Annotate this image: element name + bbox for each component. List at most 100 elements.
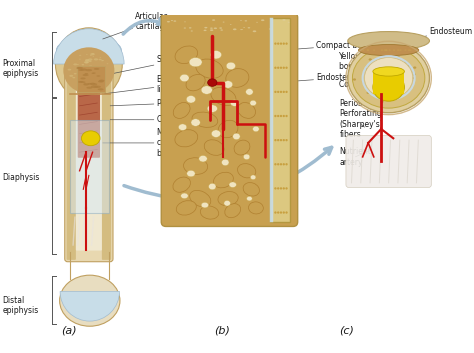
Ellipse shape — [385, 49, 388, 51]
Ellipse shape — [353, 48, 425, 108]
Ellipse shape — [283, 211, 285, 214]
Ellipse shape — [280, 163, 282, 166]
Ellipse shape — [277, 211, 279, 214]
Ellipse shape — [78, 81, 83, 83]
Ellipse shape — [243, 183, 259, 196]
Ellipse shape — [285, 91, 288, 93]
Text: Epiphyseal
line: Epiphyseal line — [105, 75, 198, 94]
Text: Spongy bone: Spongy bone — [114, 55, 207, 73]
Ellipse shape — [283, 163, 285, 166]
Ellipse shape — [383, 58, 386, 60]
Ellipse shape — [190, 190, 211, 207]
Ellipse shape — [201, 206, 219, 219]
Ellipse shape — [274, 91, 276, 93]
Ellipse shape — [394, 91, 398, 94]
Text: Periosteum: Periosteum — [339, 98, 383, 108]
Ellipse shape — [233, 133, 240, 140]
Ellipse shape — [86, 86, 92, 89]
Ellipse shape — [412, 73, 416, 76]
Ellipse shape — [280, 139, 282, 141]
Ellipse shape — [366, 49, 369, 51]
Ellipse shape — [399, 67, 402, 70]
Ellipse shape — [96, 83, 100, 84]
Ellipse shape — [173, 177, 191, 192]
Ellipse shape — [92, 53, 94, 54]
Ellipse shape — [69, 75, 73, 77]
Ellipse shape — [226, 68, 249, 87]
Ellipse shape — [366, 68, 369, 71]
Ellipse shape — [78, 71, 82, 72]
Ellipse shape — [397, 49, 400, 51]
Ellipse shape — [201, 86, 212, 94]
Ellipse shape — [94, 68, 100, 70]
Ellipse shape — [199, 155, 207, 162]
Ellipse shape — [207, 105, 218, 112]
Ellipse shape — [274, 67, 276, 69]
Ellipse shape — [274, 163, 276, 166]
Ellipse shape — [210, 50, 221, 59]
Ellipse shape — [191, 119, 200, 126]
Text: Compact bone: Compact bone — [339, 80, 395, 90]
Ellipse shape — [80, 66, 82, 68]
Ellipse shape — [233, 28, 237, 30]
Ellipse shape — [181, 193, 188, 199]
Ellipse shape — [218, 120, 238, 138]
Text: Endosteum: Endosteum — [400, 27, 473, 41]
Ellipse shape — [210, 28, 213, 29]
Ellipse shape — [171, 20, 173, 21]
Ellipse shape — [211, 88, 236, 106]
Ellipse shape — [86, 81, 89, 82]
Ellipse shape — [285, 163, 288, 166]
Ellipse shape — [85, 59, 90, 61]
Ellipse shape — [408, 49, 410, 51]
Ellipse shape — [393, 49, 395, 51]
Ellipse shape — [178, 124, 187, 130]
Ellipse shape — [96, 69, 99, 71]
Ellipse shape — [399, 89, 402, 91]
Ellipse shape — [220, 29, 223, 31]
Ellipse shape — [91, 73, 94, 74]
Ellipse shape — [86, 54, 88, 55]
Ellipse shape — [393, 95, 397, 97]
Ellipse shape — [365, 58, 413, 98]
Ellipse shape — [243, 27, 245, 28]
Ellipse shape — [76, 67, 83, 69]
Ellipse shape — [78, 70, 81, 71]
Ellipse shape — [283, 42, 285, 45]
Ellipse shape — [204, 140, 224, 155]
Ellipse shape — [261, 19, 264, 21]
Ellipse shape — [389, 96, 392, 98]
Ellipse shape — [189, 58, 202, 67]
Ellipse shape — [358, 44, 419, 56]
Ellipse shape — [399, 49, 401, 51]
Ellipse shape — [224, 201, 230, 206]
Ellipse shape — [90, 53, 95, 55]
Text: Articular
cartilage: Articular cartilage — [103, 12, 169, 39]
Ellipse shape — [77, 67, 79, 68]
Ellipse shape — [226, 62, 236, 70]
Ellipse shape — [404, 49, 407, 51]
Ellipse shape — [274, 187, 276, 190]
Ellipse shape — [223, 81, 233, 88]
Ellipse shape — [256, 22, 258, 23]
Ellipse shape — [187, 170, 195, 177]
Ellipse shape — [277, 67, 279, 69]
Ellipse shape — [173, 102, 190, 119]
Ellipse shape — [243, 154, 250, 160]
Ellipse shape — [280, 67, 282, 69]
Ellipse shape — [173, 20, 176, 22]
Text: Distal
epiphysis: Distal epiphysis — [2, 296, 39, 315]
Ellipse shape — [101, 60, 103, 61]
Ellipse shape — [80, 68, 87, 71]
Ellipse shape — [410, 77, 414, 79]
Ellipse shape — [362, 49, 365, 51]
Ellipse shape — [101, 60, 104, 61]
Ellipse shape — [274, 42, 276, 45]
Ellipse shape — [229, 182, 237, 187]
Ellipse shape — [277, 42, 279, 45]
Ellipse shape — [186, 96, 196, 103]
Ellipse shape — [247, 27, 250, 29]
Ellipse shape — [413, 66, 416, 69]
Ellipse shape — [368, 65, 372, 68]
Ellipse shape — [99, 59, 101, 60]
